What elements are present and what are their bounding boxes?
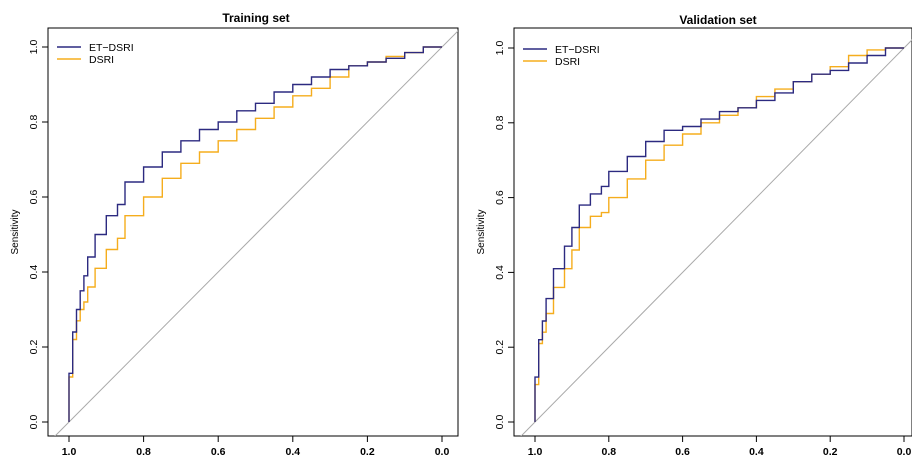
x-tick-label: 0.0 xyxy=(897,446,912,458)
x-tick-label: 0.8 xyxy=(601,446,616,458)
x-tick-label: 0.2 xyxy=(823,446,838,458)
chart-panel-validation: Validation set Sensitivity 0.0 0.2 0.4 0.6 0.8… xyxy=(476,13,912,458)
y-tick-label: 0.2 xyxy=(28,340,40,355)
y-tick-label: 0.0 xyxy=(494,415,506,430)
y-tick-label: 0.8 xyxy=(28,115,40,130)
chart-title: Training set xyxy=(222,11,289,25)
y-axis-label: Sensitivity xyxy=(10,209,21,254)
x-tick-label: 1.0 xyxy=(62,446,77,458)
series-line-et-dsri xyxy=(68,46,442,422)
reference-diagonal xyxy=(520,39,912,436)
x-tick-label: 0.4 xyxy=(285,446,300,458)
y-tick-label: 0.6 xyxy=(28,190,40,205)
x-tick-label: 1.0 xyxy=(528,446,543,458)
legend-label: ET−DSRI xyxy=(555,44,600,56)
legend-label: DSRI xyxy=(89,54,114,66)
y-tick-label: 0.8 xyxy=(494,115,506,130)
reference-diagonal xyxy=(54,30,458,436)
series-line-et-dsri xyxy=(534,47,904,422)
y-tick-label: 0.4 xyxy=(28,265,40,280)
x-tick-label: 0.0 xyxy=(435,446,450,458)
x-tick-label: 0.2 xyxy=(360,446,375,458)
x-tick-label: 0.6 xyxy=(675,446,690,458)
chart-panel-training: Training set Sensitivity 0.0 0.2 0.4 0.6 0.8 1.… xyxy=(10,11,459,458)
chart-title: Validation set xyxy=(679,13,756,27)
y-tick-label: 0.0 xyxy=(28,415,40,430)
plot-frame xyxy=(47,27,459,437)
y-axis-label: Sensitivity xyxy=(476,209,487,254)
x-tick-label: 0.4 xyxy=(749,446,764,458)
legend-label: ET−DSRI xyxy=(89,42,134,54)
y-tick-label: 1.0 xyxy=(28,40,40,55)
y-tick-label: 1.0 xyxy=(494,41,506,56)
y-tick-label: 0.6 xyxy=(494,190,506,205)
x-tick-label: 0.8 xyxy=(136,446,151,458)
y-tick-label: 0.4 xyxy=(494,265,506,280)
plot-frame xyxy=(513,27,912,437)
x-tick-label: 0.6 xyxy=(211,446,226,458)
y-tick-label: 0.2 xyxy=(494,340,506,355)
legend-label: DSRI xyxy=(555,56,580,68)
